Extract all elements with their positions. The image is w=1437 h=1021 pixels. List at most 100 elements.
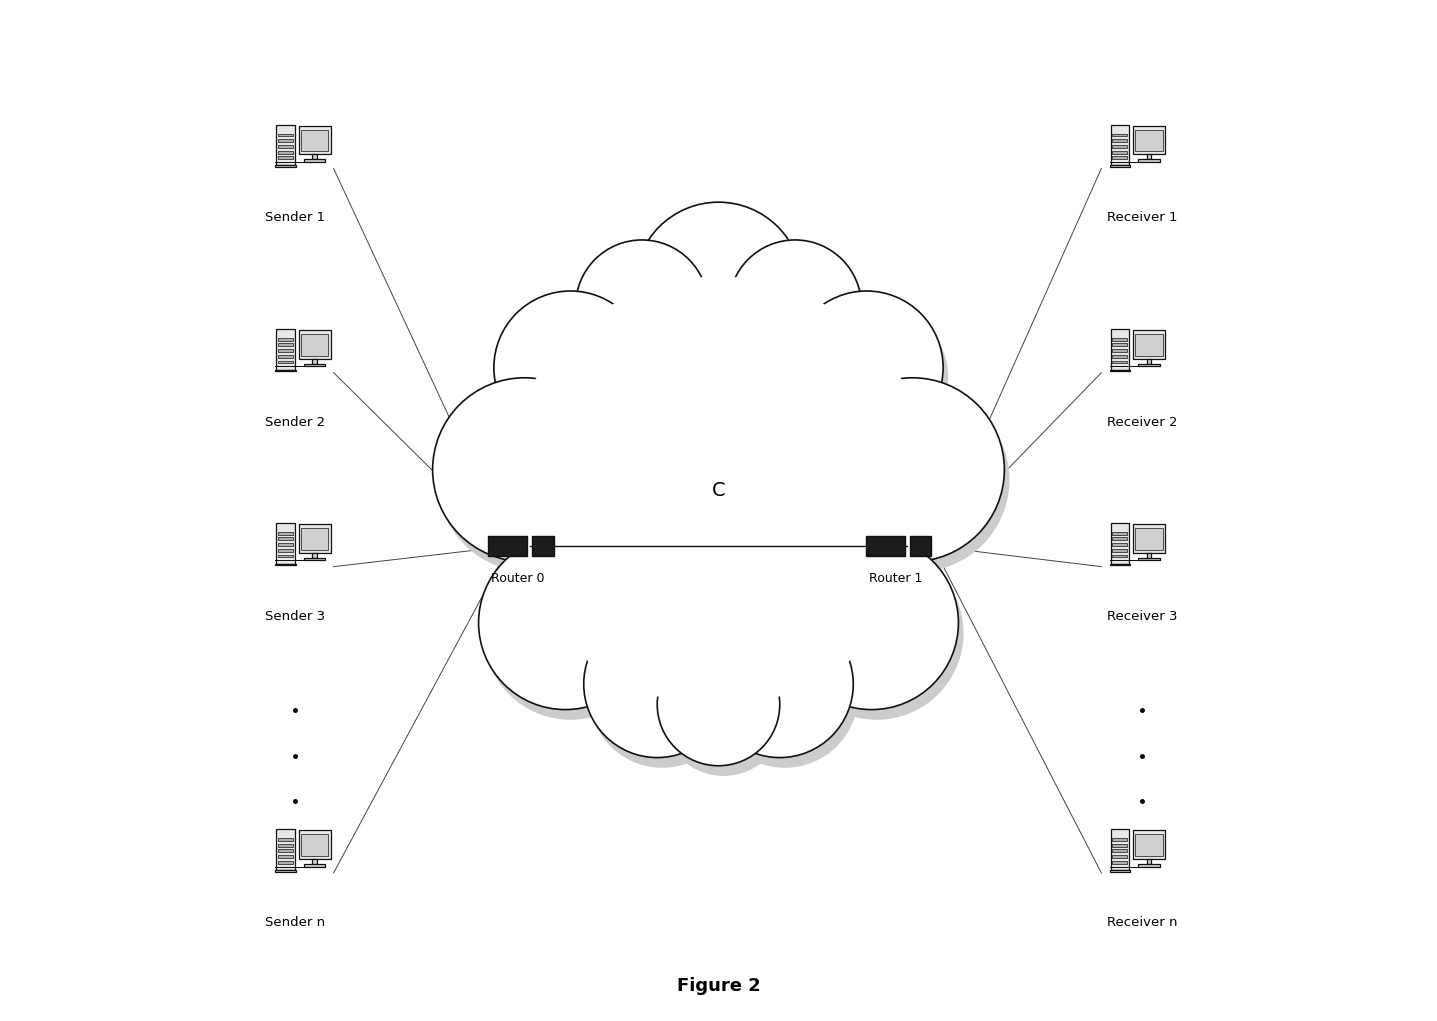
- Bar: [1112, 151, 1128, 153]
- Circle shape: [657, 643, 780, 766]
- Circle shape: [785, 536, 958, 710]
- Bar: [1111, 125, 1129, 165]
- Circle shape: [795, 301, 948, 454]
- Bar: [1111, 829, 1129, 870]
- Text: Receiver 3: Receiver 3: [1106, 610, 1177, 623]
- Bar: [1147, 154, 1151, 159]
- Circle shape: [729, 240, 861, 373]
- Bar: [277, 139, 293, 142]
- Bar: [1112, 156, 1128, 159]
- Bar: [276, 523, 295, 564]
- Circle shape: [581, 250, 713, 383]
- Bar: [1135, 334, 1163, 355]
- Bar: [312, 859, 318, 864]
- Bar: [1112, 145, 1128, 148]
- Bar: [277, 537, 293, 540]
- Bar: [277, 134, 293, 137]
- Text: Receiver n: Receiver n: [1106, 916, 1177, 929]
- Bar: [1112, 537, 1128, 540]
- Bar: [1135, 130, 1163, 151]
- Bar: [276, 165, 296, 167]
- Bar: [312, 552, 318, 557]
- Bar: [1112, 838, 1128, 841]
- Bar: [300, 528, 329, 549]
- Text: C: C: [711, 481, 726, 500]
- Bar: [305, 557, 325, 561]
- Bar: [1147, 358, 1151, 363]
- Bar: [1112, 843, 1128, 846]
- Bar: [305, 864, 325, 867]
- Circle shape: [438, 388, 622, 572]
- Bar: [1112, 134, 1128, 137]
- Bar: [1132, 126, 1164, 154]
- Text: Figure 2: Figure 2: [677, 977, 760, 995]
- Text: Router 0: Router 0: [491, 572, 545, 585]
- Circle shape: [479, 536, 652, 710]
- Bar: [1147, 859, 1151, 864]
- Bar: [276, 870, 296, 872]
- Bar: [276, 564, 296, 566]
- Bar: [1111, 523, 1129, 564]
- Bar: [277, 554, 293, 557]
- Bar: [312, 154, 318, 159]
- Bar: [1112, 349, 1128, 352]
- Bar: [1138, 557, 1160, 561]
- Circle shape: [706, 611, 854, 758]
- Text: Sender 2: Sender 2: [264, 416, 325, 429]
- Bar: [1109, 870, 1129, 872]
- Bar: [867, 536, 905, 556]
- Bar: [277, 349, 293, 352]
- Bar: [299, 126, 331, 154]
- Bar: [1109, 165, 1129, 167]
- Bar: [305, 363, 325, 367]
- Bar: [489, 536, 527, 556]
- Circle shape: [635, 202, 802, 370]
- Bar: [300, 334, 329, 355]
- Bar: [305, 159, 325, 162]
- Bar: [1112, 343, 1128, 346]
- Bar: [312, 358, 318, 363]
- Bar: [1135, 528, 1163, 549]
- Circle shape: [589, 621, 736, 768]
- Bar: [1112, 543, 1128, 546]
- Bar: [277, 861, 293, 864]
- Bar: [300, 834, 329, 856]
- Text: Receiver 1: Receiver 1: [1106, 211, 1177, 225]
- Text: Sender n: Sender n: [264, 916, 325, 929]
- Circle shape: [639, 212, 808, 380]
- Bar: [300, 130, 329, 151]
- Bar: [1147, 552, 1151, 557]
- Bar: [277, 543, 293, 546]
- Bar: [277, 838, 293, 841]
- Bar: [277, 549, 293, 551]
- Bar: [1138, 363, 1160, 367]
- Bar: [1112, 856, 1128, 858]
- Bar: [1112, 861, 1128, 864]
- Bar: [277, 338, 293, 341]
- Circle shape: [711, 621, 858, 768]
- Bar: [1112, 360, 1128, 363]
- Circle shape: [583, 611, 731, 758]
- Bar: [1138, 864, 1160, 867]
- Bar: [910, 536, 931, 556]
- Bar: [276, 829, 295, 870]
- Bar: [277, 343, 293, 346]
- Circle shape: [484, 546, 657, 720]
- Text: Receiver 2: Receiver 2: [1106, 416, 1177, 429]
- Circle shape: [576, 240, 708, 373]
- Circle shape: [662, 653, 785, 776]
- Bar: [277, 151, 293, 153]
- Bar: [1132, 330, 1164, 358]
- Bar: [1132, 830, 1164, 859]
- Bar: [1112, 849, 1128, 853]
- Bar: [277, 856, 293, 858]
- Bar: [277, 849, 293, 853]
- Bar: [1112, 554, 1128, 557]
- Circle shape: [826, 388, 1009, 572]
- Bar: [1112, 139, 1128, 142]
- Bar: [1112, 355, 1128, 357]
- Circle shape: [499, 301, 652, 454]
- Bar: [276, 370, 296, 372]
- Circle shape: [821, 378, 1004, 562]
- Bar: [1132, 524, 1164, 552]
